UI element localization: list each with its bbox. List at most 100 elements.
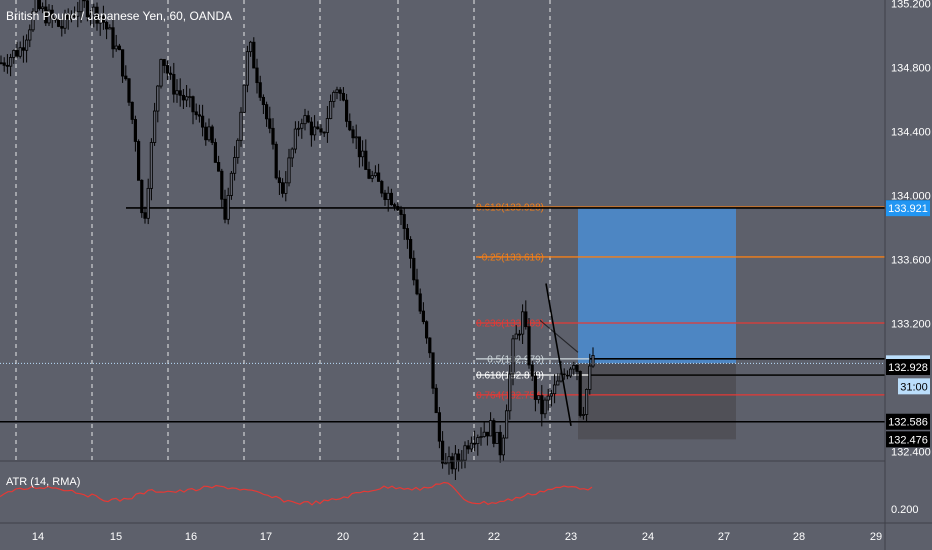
- candle-body: [556, 380, 560, 386]
- candle-body: [537, 395, 541, 400]
- price-axis[interactable]: [885, 0, 932, 550]
- candle-body: [325, 118, 330, 133]
- candle-body: [252, 41, 256, 69]
- candle-body: [360, 150, 365, 158]
- candle-body: [344, 99, 349, 122]
- candle-body: [162, 59, 166, 66]
- atr-pane: [0, 481, 593, 506]
- date-tick-label: 15: [110, 531, 122, 543]
- candle-body: [18, 47, 22, 57]
- candle-body: [245, 51, 249, 86]
- profit-zone[interactable]: [578, 207, 736, 364]
- horizontal-levels[interactable]: [0, 207, 885, 423]
- candle-body: [412, 257, 416, 281]
- price-tick-label: 132.400: [891, 447, 931, 459]
- candle-body: [332, 92, 336, 102]
- date-tick-label: 22: [488, 531, 500, 543]
- candle-body: [82, 0, 86, 2]
- candle-body: [258, 82, 262, 98]
- candle-body: [501, 437, 506, 456]
- price-label-text: 133.921: [888, 203, 928, 215]
- date-tick-label: 27: [718, 531, 730, 543]
- candle-body: [236, 139, 240, 158]
- candle-body: [357, 136, 362, 158]
- trend-lines[interactable]: [539, 283, 579, 427]
- candle-body: [511, 338, 515, 375]
- price-axis-ticks: 135.200 134.800 134.400 134.000 133.600 133.2…: [891, 0, 931, 459]
- candle-body: [127, 78, 131, 103]
- candle-body: [504, 410, 509, 439]
- candle-body: [76, 11, 80, 17]
- price-label-text: 132.586: [888, 417, 928, 429]
- candle-body: [341, 92, 346, 101]
- candle-body: [264, 104, 269, 120]
- candle-body: [200, 115, 205, 128]
- candle-body: [37, 0, 42, 10]
- candle-body: [229, 172, 233, 196]
- candle-body: [569, 368, 573, 377]
- candle-body: [312, 126, 317, 136]
- candle-body: [437, 412, 442, 442]
- candle-body: [24, 39, 29, 51]
- candle-body: [207, 126, 211, 141]
- candle-body: [479, 436, 483, 439]
- candle-body: [140, 179, 144, 214]
- candle-body: [322, 131, 326, 134]
- candle-body: [136, 141, 141, 181]
- candle-body: [389, 192, 394, 206]
- candle-body: [105, 21, 109, 30]
- time-axis-ticks: 14 15 16 17 20 21 22 23 24 27 28 29: [32, 531, 882, 543]
- candle-body: [261, 96, 266, 106]
- candle-body: [488, 420, 493, 437]
- candle-body: [415, 279, 419, 295]
- candle-body: [585, 389, 589, 415]
- trend-line-upper[interactable]: [539, 319, 579, 353]
- candle-body: [0, 62, 3, 65]
- candle-body: [546, 395, 550, 401]
- candle-body: [575, 365, 579, 372]
- candle-body: [53, 17, 58, 21]
- candle-body: [370, 175, 374, 179]
- candle-body: [31, 11, 35, 31]
- price-tick-label: 134.800: [891, 63, 931, 75]
- candle-body: [434, 387, 438, 414]
- candle-body: [440, 440, 445, 464]
- candle-body: [57, 19, 61, 27]
- candle-body: [335, 89, 339, 93]
- candle-body: [280, 182, 285, 194]
- candle-body: [300, 123, 304, 129]
- date-tick-label: 29: [870, 531, 882, 543]
- candle-body: [184, 96, 189, 101]
- candle-body: [156, 85, 160, 112]
- candle-body: [239, 111, 243, 141]
- countdown-text: 31:00: [900, 381, 928, 393]
- fib-level-label: -0.25(133.616): [478, 252, 544, 263]
- fib-level-label: 0.236(133.203): [476, 319, 544, 330]
- candle-body: [66, 13, 70, 20]
- candle-body: [482, 431, 486, 437]
- candle-body: [146, 187, 150, 219]
- date-tick-label: 14: [32, 531, 44, 543]
- candle-body: [530, 364, 534, 377]
- candle-body: [124, 75, 128, 80]
- candle-body: [447, 456, 451, 464]
- price-axis-labels: 133.922133.921132.951132.928132.586132.4…: [886, 199, 930, 448]
- candle-body: [21, 47, 26, 51]
- candle-body: [386, 192, 390, 200]
- price-tick-label: 135.200: [891, 0, 931, 11]
- loss-zone[interactable]: [578, 363, 736, 440]
- candle-body: [274, 143, 278, 179]
- candle-body: [565, 374, 570, 377]
- candle-body: [271, 127, 275, 145]
- candle-body: [514, 333, 518, 340]
- atr-line: [0, 481, 593, 506]
- candle-body: [540, 395, 544, 415]
- candle-body: [533, 375, 538, 400]
- candle-body: [130, 101, 134, 120]
- candle-body: [63, 13, 67, 29]
- trend-line-down[interactable]: [545, 283, 572, 427]
- candle-body: [524, 311, 528, 328]
- candle-body: [223, 198, 227, 220]
